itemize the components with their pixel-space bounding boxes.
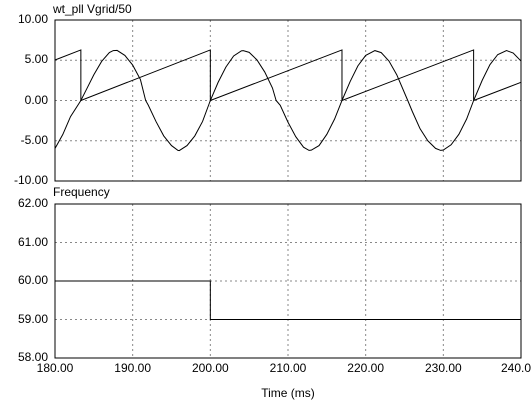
x-tick-label: 190.00 (114, 361, 152, 375)
top-panel-y-tick-label: 10.00 (17, 12, 48, 26)
x-tick-label: 200.00 (191, 361, 229, 375)
x-axis-label: Time (ms) (261, 386, 315, 400)
top-panel-series-vgrid-50 (54, 49, 522, 152)
top-panel-series-wt-pll (54, 49, 522, 102)
top-panel-y-tick-label: 0.00 (24, 92, 48, 107)
top-panel-title: wt_pll Vgrid/50 (53, 2, 132, 16)
top-panel-y-tick-label: 5.00 (24, 52, 48, 67)
top-panel-y-tick-label: -5.00 (20, 132, 48, 147)
bottom-panel-series-frequency (55, 280, 521, 320)
x-tick-label: 230.00 (424, 361, 462, 375)
top-panel-frame (54, 19, 522, 182)
bottom-panel-y-tick-label: 61.00 (17, 234, 48, 249)
top-panel-y-tick-label: -10.00 (13, 173, 48, 187)
x-tick-label: 210.00 (269, 361, 307, 375)
bottom-panel-y-tick-label: 62.00 (17, 196, 48, 210)
bottom-panel-y-tick-label: 58.00 (17, 350, 48, 364)
x-tick-label: 240.00 (501, 361, 531, 375)
x-tick-label: 220.00 (347, 361, 385, 375)
x-tick-label: 180.00 (36, 361, 74, 375)
bottom-panel-y-tick-label: 60.00 (17, 273, 48, 287)
bottom-panel-title: Frequency (53, 185, 110, 199)
bottom-panel-y-tick-label: 59.00 (17, 311, 48, 326)
bottom-panel-frame (54, 203, 522, 359)
